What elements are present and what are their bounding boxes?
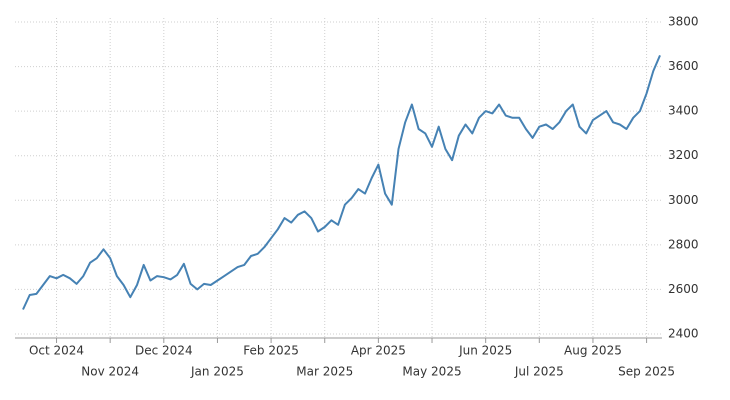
x-tick-label: May 2025 xyxy=(402,365,461,379)
x-tick-label: Mar 2025 xyxy=(296,365,353,379)
x-tick-label: Feb 2025 xyxy=(243,344,299,358)
x-tick-label: Jul 2025 xyxy=(514,365,564,379)
price-line xyxy=(22,55,661,310)
y-tick-label: 2800 xyxy=(668,237,699,251)
x-tick-label: Oct 2024 xyxy=(29,344,84,358)
y-tick-label: 3800 xyxy=(668,15,699,29)
x-tick-label: Apr 2025 xyxy=(351,344,406,358)
x-tick-label: Jun 2025 xyxy=(458,344,512,358)
x-tick-label: Jan 2025 xyxy=(190,365,244,379)
x-tick-label: Dec 2024 xyxy=(135,344,193,358)
x-tick-label: Nov 2024 xyxy=(81,365,139,379)
y-tick-label: 3400 xyxy=(668,104,699,118)
x-tick-label: Sep 2025 xyxy=(618,365,675,379)
y-tick-label: 3200 xyxy=(668,148,699,162)
y-tick-label: 2400 xyxy=(668,327,699,341)
y-tick-label: 2600 xyxy=(668,282,699,296)
y-tick-label: 3600 xyxy=(668,59,699,73)
x-tick-label: Aug 2025 xyxy=(564,344,622,358)
y-tick-label: 3000 xyxy=(668,193,699,207)
